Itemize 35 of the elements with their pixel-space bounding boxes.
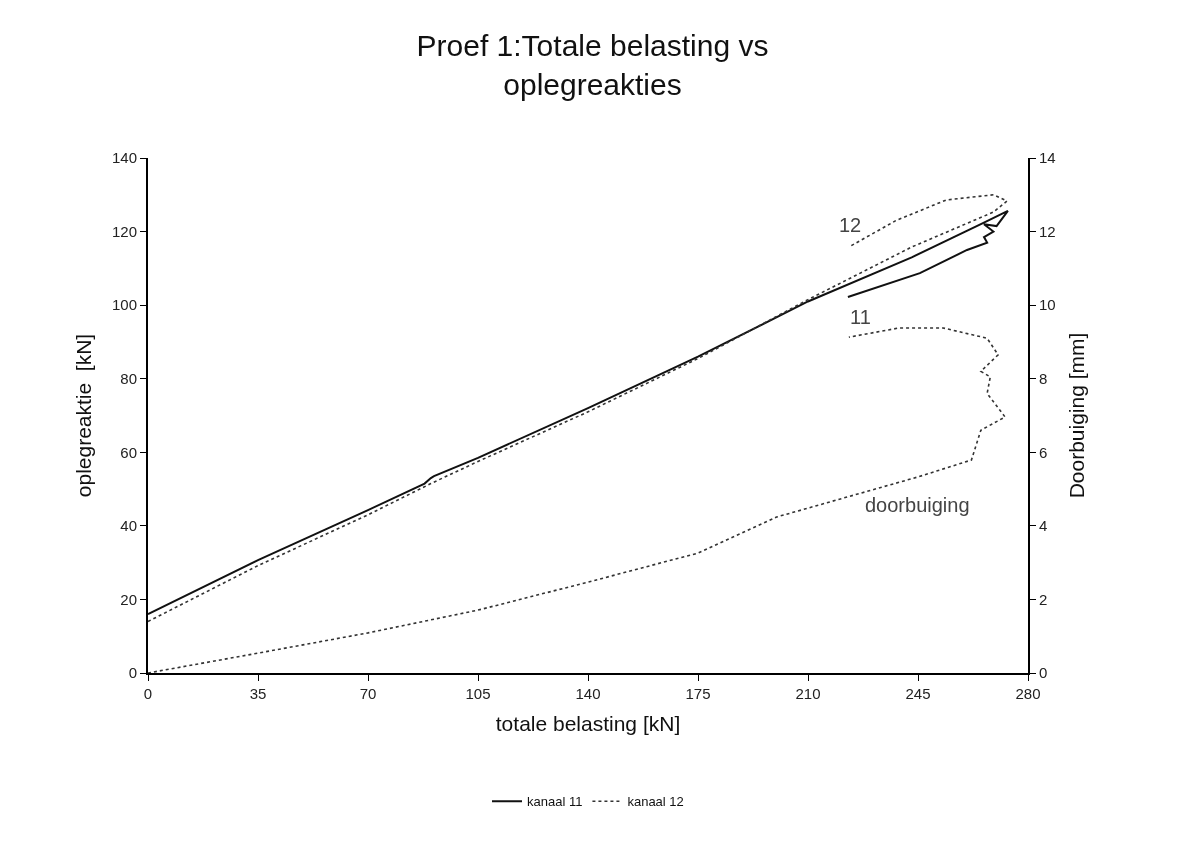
x-tick-label: 70: [359, 685, 377, 702]
y-tick-label: 80: [120, 369, 137, 387]
y2-tick-label: 12: [1039, 222, 1056, 240]
y-axis-title: oplegreaktie [kN]: [71, 333, 95, 498]
x-axis-title: totale belasting [kN]: [495, 711, 681, 735]
y2-axis-title: Doorbuiging [mm]: [1065, 332, 1089, 499]
y2-tick-label: 14: [1039, 149, 1056, 167]
legend-label: kanaal 11: [527, 794, 583, 810]
x-tick-label: 210: [795, 685, 821, 702]
y-tick-label: 40: [120, 517, 137, 535]
annotation: 11: [850, 306, 871, 328]
y-tick-label: 100: [111, 296, 137, 314]
y2-tick-label: 6: [1039, 443, 1048, 461]
y2-tick-label: 10: [1039, 296, 1056, 314]
annotation: 12: [839, 214, 862, 236]
y-tick-label: 140: [111, 149, 137, 167]
x-tick-label: 245: [905, 685, 931, 702]
y-tick-label: 20: [120, 590, 137, 608]
x-tick-label: 140: [575, 685, 601, 702]
y2-tick-label: 4: [1039, 517, 1048, 535]
line-series: [148, 327, 1006, 673]
y2-tick-label: 2: [1039, 590, 1048, 608]
y-tick-label: 120: [111, 222, 137, 240]
chart-title: Proef 1:Totale belasting vs oplegreakties: [416, 29, 769, 102]
x-tick-label: 280: [1015, 685, 1041, 702]
x-tick-label: 35: [249, 685, 267, 702]
legend-label: kanaal 12: [627, 794, 684, 810]
y2-tick-label: 0: [1039, 664, 1048, 682]
x-tick-label: 0: [143, 685, 153, 702]
y-tick-label: 60: [120, 443, 137, 461]
y2-tick-label: 8: [1039, 369, 1048, 387]
y-tick-label: 0: [128, 664, 137, 682]
x-tick-label: 175: [685, 685, 711, 702]
annotation: doorbuiging: [865, 494, 970, 516]
x-tick-label: 105: [465, 685, 491, 702]
